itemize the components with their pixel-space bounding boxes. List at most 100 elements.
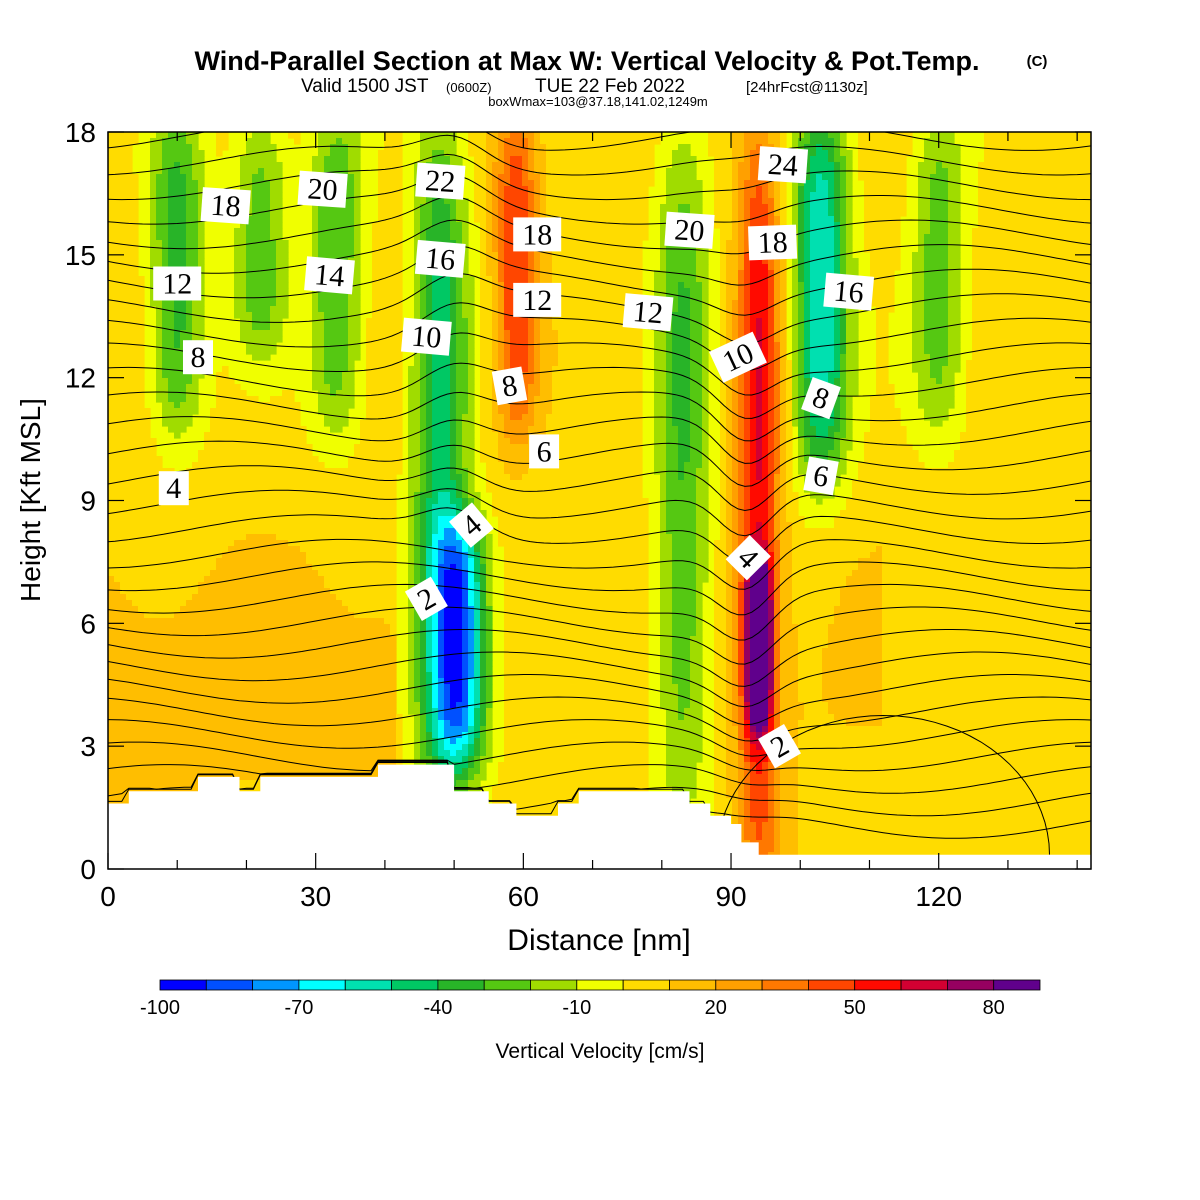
velocity-cell	[774, 138, 781, 145]
velocity-cell	[570, 234, 577, 241]
velocity-cell	[1080, 258, 1087, 265]
velocity-cell	[912, 348, 919, 355]
velocity-cell	[1008, 222, 1015, 229]
velocity-cell	[372, 324, 379, 331]
velocity-cell	[456, 342, 463, 349]
velocity-cell	[366, 348, 373, 355]
velocity-cell	[480, 156, 487, 163]
velocity-cell	[972, 306, 979, 313]
velocity-cell	[846, 210, 853, 217]
velocity-cell	[456, 162, 463, 169]
velocity-cell	[576, 306, 583, 313]
velocity-cell	[1074, 186, 1081, 193]
velocity-cell	[168, 204, 175, 211]
velocity-cell	[690, 330, 697, 337]
velocity-cell	[546, 324, 553, 331]
velocity-cell	[1044, 270, 1051, 277]
velocity-cell	[846, 156, 853, 163]
velocity-cell	[354, 288, 361, 295]
velocity-cell	[246, 270, 253, 277]
velocity-cell	[276, 336, 283, 343]
velocity-cell	[354, 216, 361, 223]
velocity-cell	[570, 354, 577, 361]
velocity-cell	[630, 138, 637, 145]
velocity-cell	[498, 288, 505, 295]
velocity-cell	[534, 150, 541, 157]
velocity-cell	[930, 144, 937, 151]
velocity-cell	[174, 324, 181, 331]
velocity-cell	[552, 186, 559, 193]
velocity-cell	[684, 330, 691, 337]
velocity-cell	[1008, 336, 1015, 343]
velocity-cell	[156, 246, 163, 253]
velocity-cell	[588, 210, 595, 217]
velocity-cell	[726, 318, 733, 325]
velocity-cell	[426, 288, 433, 295]
velocity-cell	[1020, 276, 1027, 283]
velocity-cell	[576, 318, 583, 325]
velocity-cell	[1032, 312, 1039, 319]
velocity-cell	[378, 186, 385, 193]
velocity-cell	[522, 192, 529, 199]
velocity-cell	[576, 210, 583, 217]
velocity-cell	[774, 132, 781, 139]
velocity-cell	[564, 348, 571, 355]
velocity-cell	[816, 132, 823, 139]
velocity-cell	[564, 186, 571, 193]
velocity-cell	[660, 204, 667, 211]
velocity-cell	[918, 240, 925, 247]
velocity-cell	[456, 354, 463, 361]
velocity-cell	[672, 354, 679, 361]
velocity-cell	[738, 294, 745, 301]
velocity-cell	[1050, 288, 1057, 295]
velocity-cell	[324, 246, 331, 253]
velocity-cell	[600, 246, 607, 253]
velocity-cell	[756, 276, 763, 283]
velocity-cell	[684, 324, 691, 331]
velocity-cell	[930, 348, 937, 355]
velocity-cell	[918, 276, 925, 283]
velocity-cell	[270, 174, 277, 181]
velocity-cell	[156, 234, 163, 241]
velocity-cell	[324, 228, 331, 235]
velocity-cell	[1062, 168, 1069, 175]
velocity-cell	[756, 150, 763, 157]
velocity-cell	[258, 336, 265, 343]
velocity-cell	[150, 300, 157, 307]
velocity-cell	[672, 180, 679, 187]
velocity-cell	[912, 276, 919, 283]
velocity-cell	[942, 144, 949, 151]
velocity-cell	[816, 168, 823, 175]
velocity-cell	[804, 306, 811, 313]
velocity-cell	[198, 162, 205, 169]
velocity-cell	[108, 270, 115, 277]
velocity-cell	[636, 258, 643, 265]
velocity-cell	[1074, 168, 1081, 175]
velocity-cell	[540, 210, 547, 217]
velocity-cell	[810, 132, 817, 139]
velocity-cell	[198, 186, 205, 193]
velocity-cell	[336, 222, 343, 229]
velocity-cell	[480, 324, 487, 331]
velocity-cell	[834, 210, 841, 217]
velocity-cell	[558, 318, 565, 325]
velocity-cell	[780, 210, 787, 217]
velocity-cell	[588, 228, 595, 235]
velocity-cell	[738, 186, 745, 193]
velocity-cell	[126, 216, 133, 223]
velocity-cell	[942, 246, 949, 253]
velocity-cell	[642, 228, 649, 235]
velocity-cell	[1056, 234, 1063, 241]
velocity-cell	[282, 306, 289, 313]
velocity-cell	[156, 192, 163, 199]
velocity-cell	[354, 174, 361, 181]
velocity-cell	[618, 252, 625, 259]
velocity-cell	[684, 258, 691, 265]
velocity-cell	[1002, 312, 1009, 319]
velocity-cell	[558, 192, 565, 199]
velocity-cell	[924, 168, 931, 175]
velocity-cell	[390, 168, 397, 175]
velocity-cell	[474, 144, 481, 151]
velocity-cell	[462, 252, 469, 259]
velocity-cell	[846, 198, 853, 205]
